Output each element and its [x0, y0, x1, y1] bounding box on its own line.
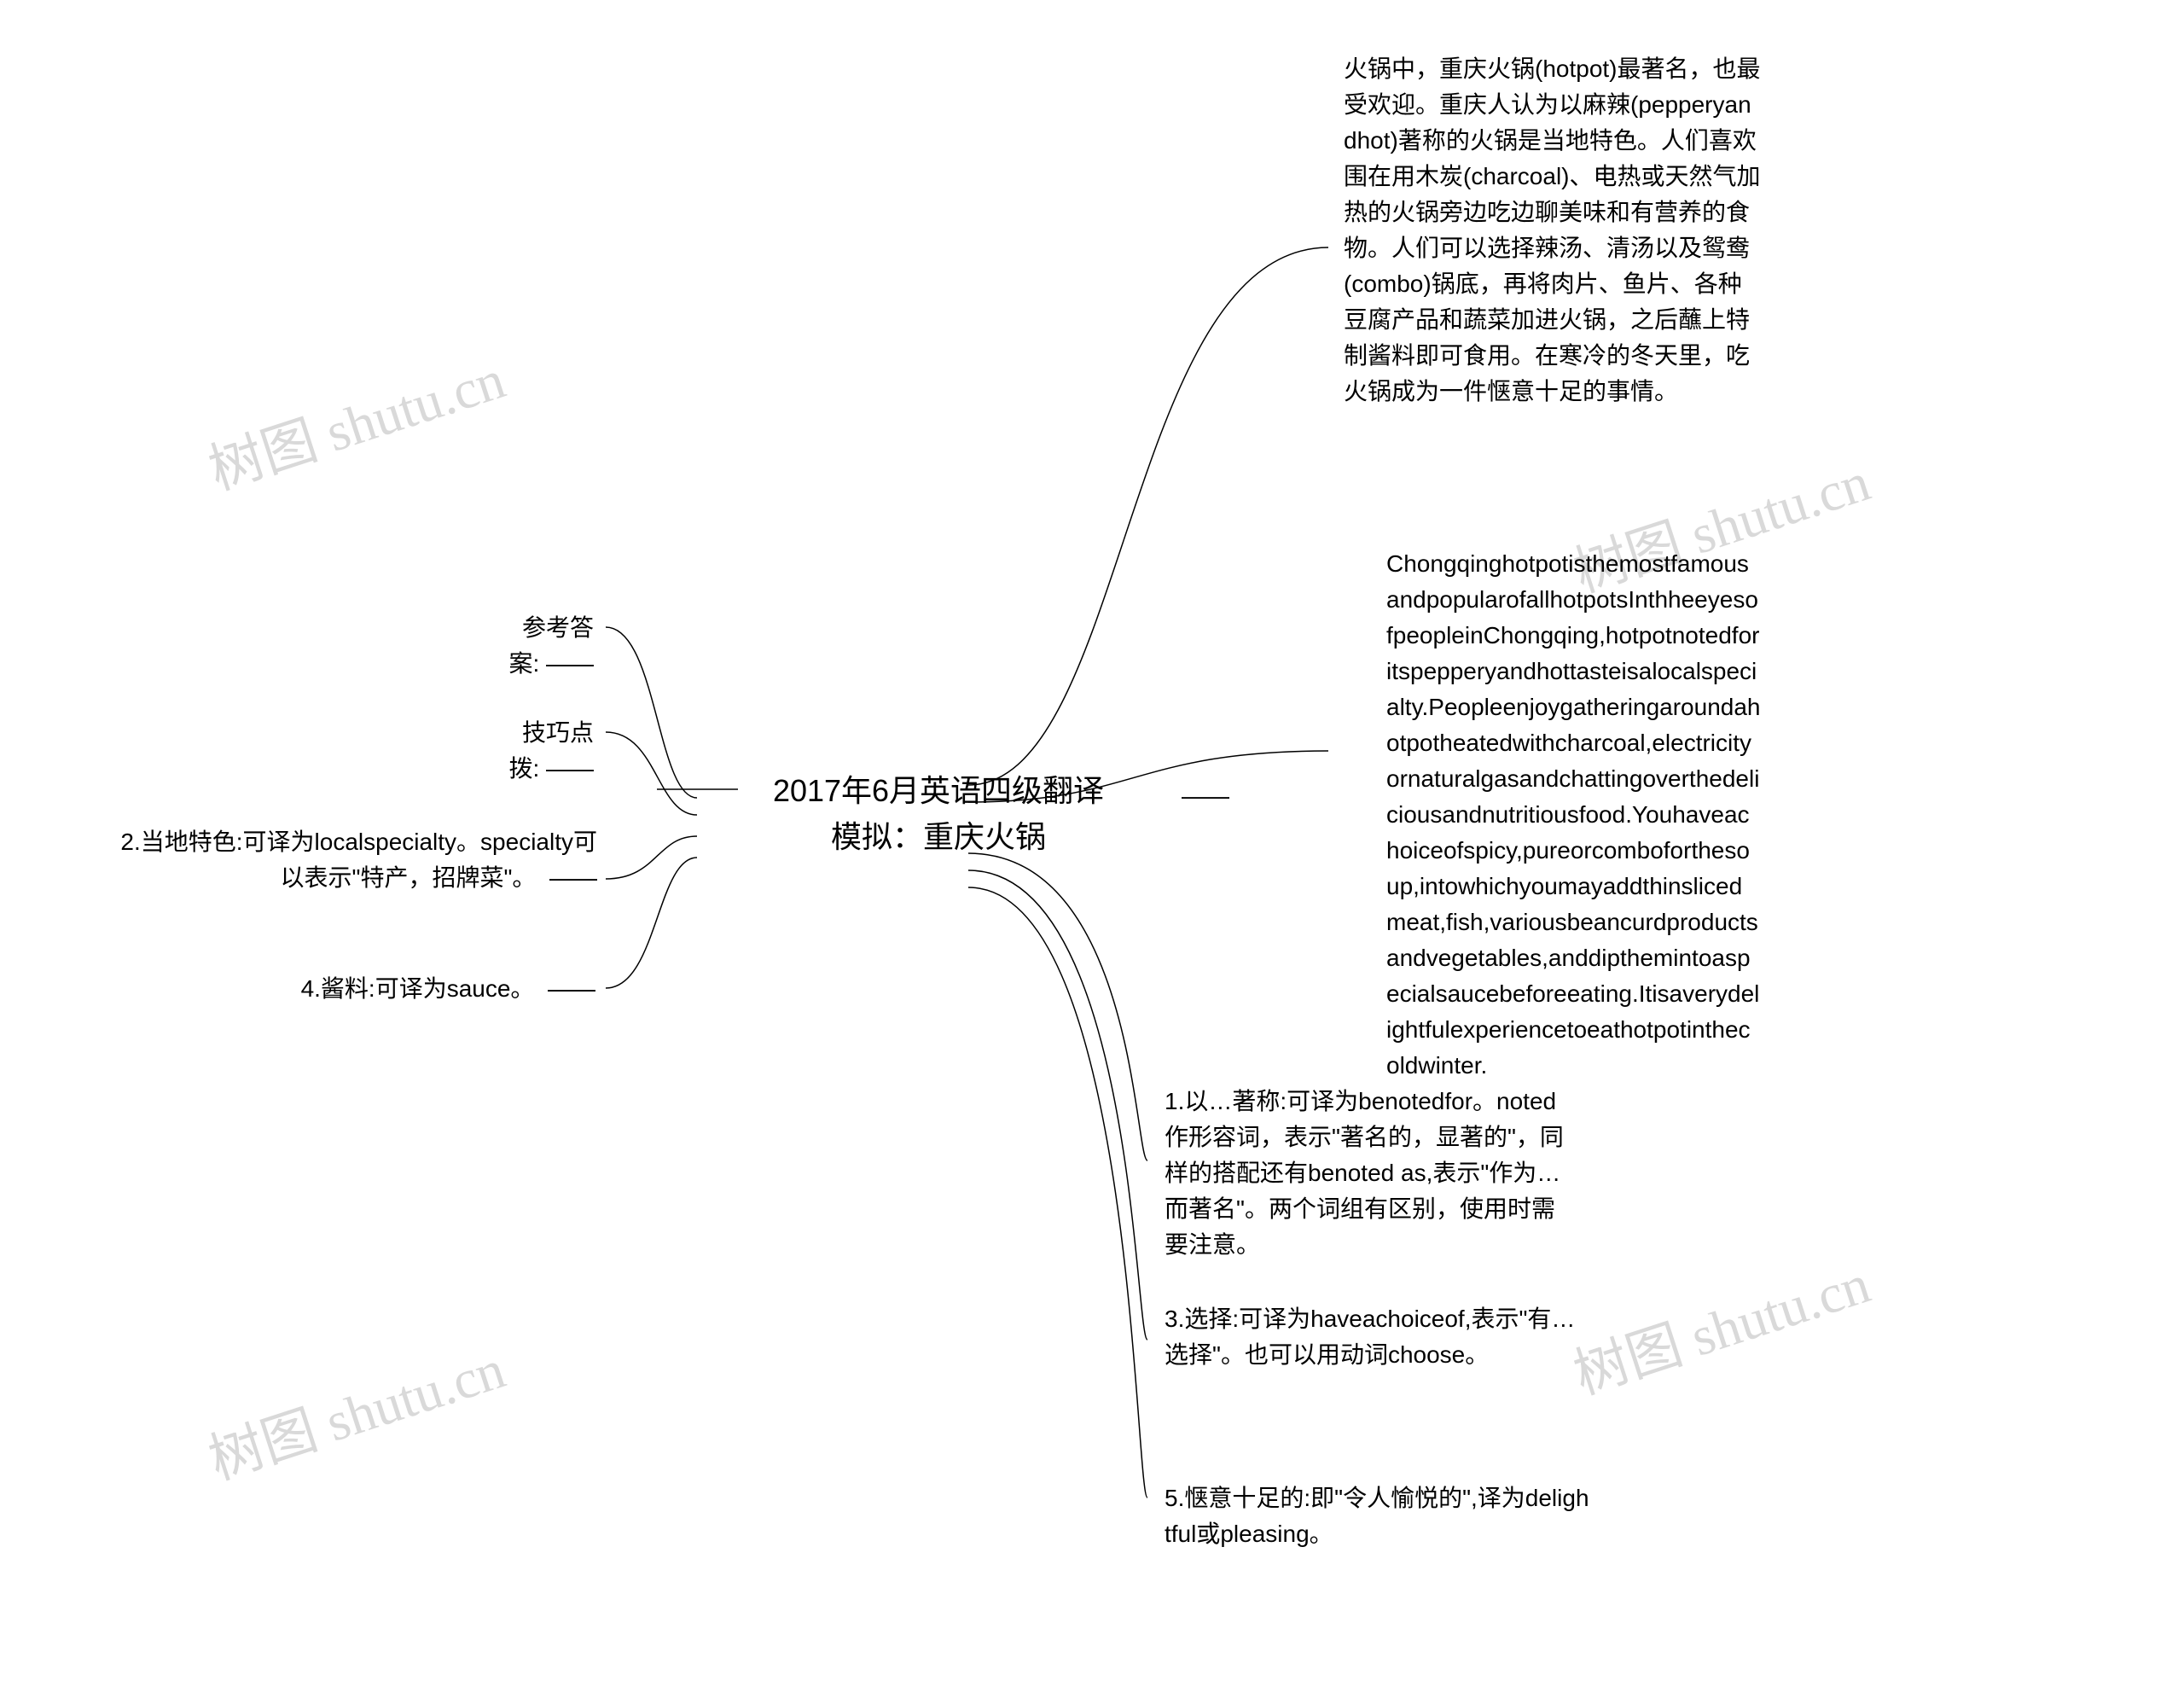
left-node-tip4-text: 4.酱料:可译为sauce。 [301, 975, 535, 1002]
watermark: 树图 shutu.cn [198, 336, 514, 505]
center-line2: 模拟：重庆火锅 [831, 819, 1046, 854]
left-node-tip2: 2.当地特色:可译为localspecialty。specialty可以表示"特… [119, 824, 597, 896]
left-node-tips-text: 技巧点拨: [508, 719, 594, 782]
left-node-tip4: 4.酱料:可译为sauce。 —— [280, 971, 595, 1007]
right-node-english-translation: Chongqinghotpotisthemostfamousandpopular… [1386, 546, 1762, 1084]
connector [968, 247, 1328, 785]
left-node-answer-text: 参考答案: [508, 614, 594, 677]
connector [968, 870, 1147, 1340]
connector [606, 858, 697, 988]
connector [606, 836, 697, 879]
line-marker: —— [1182, 778, 1229, 814]
watermark: 树图 shutu.cn [198, 1326, 514, 1495]
left-node-answer-label: 参考答案: —— [440, 610, 594, 682]
center-line1: 2017年6月英语四级翻译 [773, 773, 1104, 808]
left-node-tips-label: 技巧点拨: —— [440, 715, 594, 787]
connector [968, 887, 1147, 1498]
right-node-tip3: 3.选择:可译为haveachoiceof,表示"有…选择"。也可以用动词cho… [1165, 1301, 1591, 1373]
left-node-tip2-text: 2.当地特色:可译为localspecialty。specialty可以表示"特… [120, 829, 597, 891]
connector [606, 732, 697, 815]
watermark: 树图 shutu.cn [1563, 1241, 1879, 1410]
connector [968, 853, 1147, 1160]
right-node-tip1: 1.以…著称:可译为benotedfor。noted作形容词，表示"著名的，显著… [1165, 1084, 1574, 1263]
center-node: 2017年6月英语四级翻译 模拟：重庆火锅 [738, 768, 1139, 860]
connector [606, 627, 697, 798]
right-node-chinese-passage: 火锅中，重庆火锅(hotpot)最著名，也最受欢迎。重庆人认为以麻辣(peppe… [1344, 51, 1762, 410]
right-node-tip5: 5.惬意十足的:即"令人愉悦的",译为delightful或pleasing。 [1165, 1480, 1591, 1552]
